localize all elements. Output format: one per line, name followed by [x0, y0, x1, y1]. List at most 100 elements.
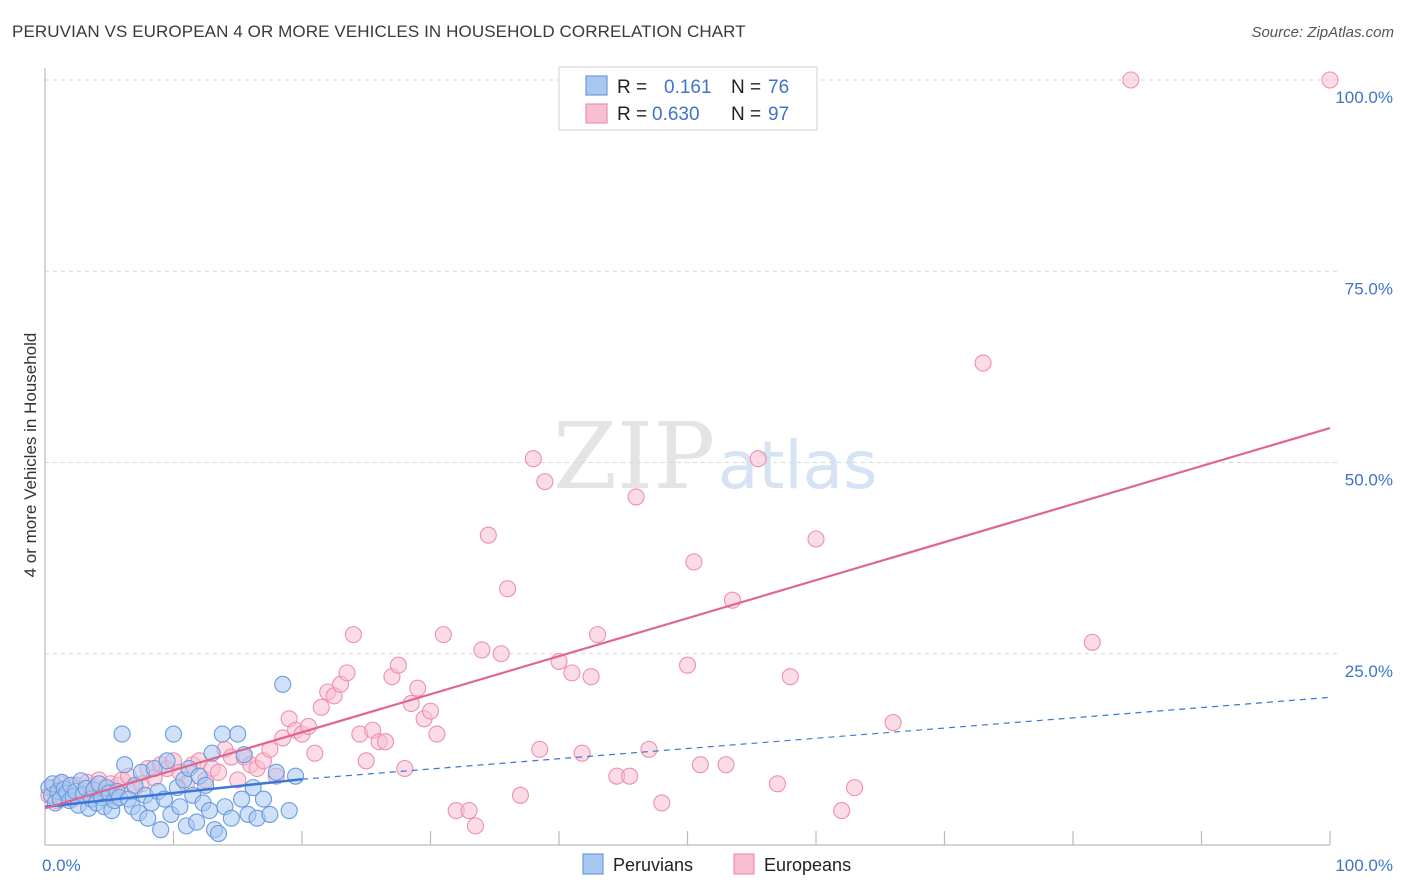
bottom-legend-europeans: Europeans: [764, 855, 851, 875]
point-europeans: [312, 698, 330, 716]
legend-r-value: 0.161: [664, 77, 712, 98]
point-europeans: [749, 450, 767, 468]
legend-swatch-europeans: [585, 103, 608, 124]
point-europeans: [338, 664, 356, 682]
legend-n-label: N =: [731, 77, 761, 98]
point-peruvians: [267, 763, 285, 781]
bottom-legend: Peruvians Europeans: [582, 853, 851, 875]
point-europeans: [421, 702, 440, 720]
point-europeans: [536, 473, 554, 491]
point-europeans: [460, 802, 478, 820]
legend-n-value: 76: [768, 77, 789, 98]
legend-r-label: R =: [617, 104, 647, 125]
trendline-peruvians: [44, 777, 303, 808]
point-europeans: [396, 759, 414, 778]
point-europeans: [974, 354, 992, 372]
point-peruvians: [233, 790, 251, 808]
point-europeans: [1083, 633, 1101, 651]
point-europeans: [653, 794, 671, 812]
y-tick-label: 25.0%: [1345, 662, 1393, 681]
point-europeans: [306, 744, 324, 762]
bottom-legend-swatch-peruvians: [582, 853, 604, 875]
point-europeans: [1321, 71, 1339, 89]
point-peruvians: [229, 725, 247, 743]
point-peruvians: [209, 824, 228, 843]
point-europeans: [473, 641, 491, 659]
point-europeans: [884, 714, 902, 732]
point-europeans: [768, 775, 787, 793]
bottom-legend-peruvians: Peruvians: [613, 855, 693, 875]
y-tick-label: 50.0%: [1345, 471, 1393, 490]
point-europeans: [685, 553, 703, 571]
x-tick-label: 100.0%: [1335, 856, 1393, 875]
point-peruvians: [188, 813, 206, 831]
y-tick-label: 100.0%: [1335, 88, 1393, 107]
point-peruvians: [152, 821, 170, 839]
point-peruvians: [280, 802, 298, 820]
trendline-peruvians-dashed: [301, 696, 1331, 780]
legend-r-value: 0.630: [652, 104, 700, 125]
point-peruvians: [274, 675, 292, 693]
point-europeans: [582, 668, 600, 686]
legend-n-label: N =: [731, 104, 761, 125]
point-europeans: [209, 763, 228, 781]
point-europeans: [499, 580, 517, 598]
y-tick-label: 75.0%: [1345, 279, 1393, 298]
point-peruvians: [113, 725, 131, 743]
point-peruvians: [171, 798, 189, 816]
point-peruvians: [116, 756, 134, 774]
y-axis-label: 4 or more Vehicles in Household: [21, 333, 40, 578]
point-europeans: [389, 656, 407, 674]
point-peruvians: [158, 752, 176, 770]
point-europeans: [717, 756, 735, 774]
point-peruvians: [222, 809, 240, 827]
chart-title: PERUVIAN VS EUROPEAN 4 OR MORE VEHICLES …: [12, 22, 746, 41]
watermark: ZIP atlas: [553, 403, 878, 510]
point-europeans: [409, 679, 427, 697]
point-europeans: [524, 450, 542, 468]
point-europeans: [640, 740, 658, 758]
point-europeans: [563, 664, 581, 682]
point-europeans: [357, 752, 375, 770]
x-tick-label: 0.0%: [42, 856, 81, 875]
point-europeans: [466, 817, 485, 835]
x-axis-tick-labels: 0.0% 100.0%: [42, 856, 1393, 875]
trendlines: [44, 427, 1331, 810]
watermark-atlas: atlas: [718, 427, 878, 504]
point-europeans: [845, 779, 864, 797]
point-peruvians: [200, 802, 219, 820]
legend: R = 0.161 N = 76 R = 0.630 N = 97: [558, 66, 818, 131]
legend-r-label: R =: [617, 77, 647, 98]
point-peruvians: [254, 790, 273, 808]
legend-n-value: 97: [768, 104, 789, 125]
y-axis-tick-labels: 25.0% 50.0% 75.0% 100.0%: [1335, 88, 1393, 681]
point-europeans: [511, 786, 530, 804]
point-europeans: [627, 488, 645, 506]
point-europeans: [376, 733, 395, 751]
point-europeans: [678, 656, 697, 674]
point-europeans: [621, 767, 639, 785]
point-europeans: [344, 626, 362, 644]
point-europeans: [573, 744, 591, 762]
point-europeans: [1122, 71, 1140, 89]
point-europeans: [833, 802, 851, 820]
point-peruvians: [261, 805, 279, 823]
point-europeans: [691, 756, 709, 774]
point-europeans: [434, 626, 452, 644]
bottom-legend-swatch-europeans: [733, 853, 755, 875]
point-europeans: [428, 725, 446, 743]
point-europeans: [492, 645, 510, 663]
point-europeans: [479, 526, 497, 544]
point-peruvians: [213, 725, 231, 743]
source-label: Source: ZipAtlas.com: [1251, 24, 1394, 41]
legend-swatch-peruvians: [585, 75, 608, 96]
point-europeans: [588, 626, 607, 644]
point-europeans: [531, 740, 549, 758]
point-peruvians: [139, 809, 157, 827]
point-europeans: [229, 771, 247, 789]
trendline-europeans: [44, 427, 1331, 810]
point-europeans: [781, 668, 799, 686]
point-peruvians: [164, 725, 183, 743]
point-europeans: [807, 530, 825, 548]
